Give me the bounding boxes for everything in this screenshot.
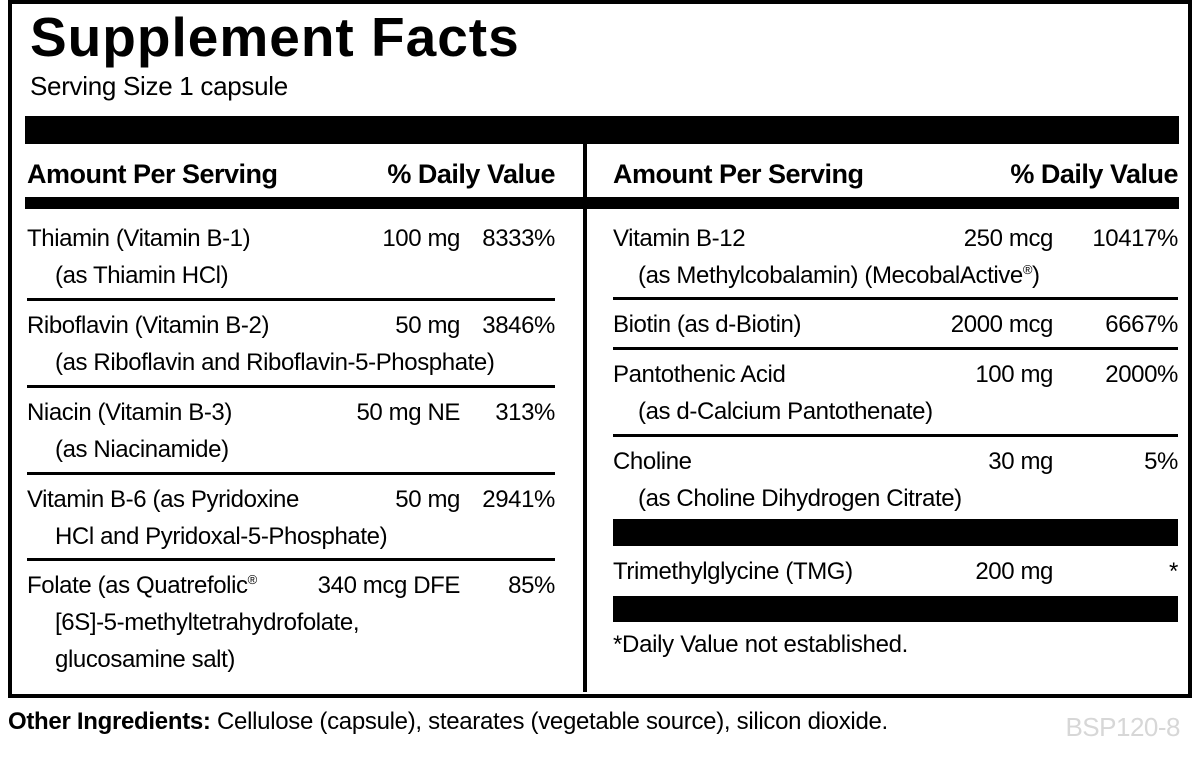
nutrient-dv: 313%	[495, 399, 555, 426]
thick-top-bar	[25, 116, 1179, 144]
supplement-facts-panel: Supplement Facts Serving Size 1 capsule …	[8, 0, 1192, 698]
right-column-header: Amount Per Serving % Daily Value	[613, 144, 1178, 197]
nutrient-row: Vitamin B-6 (as Pyridoxine 50 mg 2941% H…	[27, 475, 555, 561]
nutrient-name: Biotin (as d-Biotin)	[613, 311, 802, 338]
serving-size: Serving Size 1 capsule	[30, 71, 288, 101]
nutrient-dv: 10417%	[1092, 225, 1178, 252]
nutrient-amount: 200 mg	[975, 558, 1053, 585]
nutrient-name: Folate (as Quatrefolic®	[27, 572, 258, 599]
nutrient-amount: 30 mg	[988, 448, 1053, 475]
nutrient-row: Trimethylglycine (TMG) 200 mg *	[613, 546, 1178, 596]
left-column-header: Amount Per Serving % Daily Value	[27, 144, 555, 197]
right-nutrient-column: Vitamin B-12 250 mcg 10417% (as Methylco…	[587, 214, 1188, 692]
nutrient-name: Vitamin B-12	[613, 225, 746, 252]
nutrient-dv: 6667%	[1105, 311, 1178, 338]
header-dv-label: % Daily Value	[387, 159, 555, 189]
registered-mark: ®	[1022, 262, 1033, 277]
nutrient-name: Pantothenic Acid	[613, 361, 786, 388]
nutrient-dv: 2000%	[1105, 361, 1178, 388]
nutrient-subline: (as Riboflavin and Riboflavin-5-Phosphat…	[55, 349, 495, 376]
nutrient-amount: 2000 mcg	[950, 311, 1054, 338]
nutrient-row: Vitamin B-12 250 mcg 10417% (as Methylco…	[613, 214, 1178, 300]
panel-title: Supplement Facts	[30, 6, 520, 68]
nutrient-name: Vitamin B-6 (as Pyridoxine	[27, 486, 299, 513]
nutrient-subline: [6S]-5-methyltetrahydrofolate,	[55, 609, 360, 636]
daily-value-footnote: *Daily Value not established.	[613, 631, 909, 658]
header-amount-label: Amount Per Serving	[613, 159, 864, 189]
nutrient-amount: 50 mg	[395, 486, 460, 513]
nutrient-name: Thiamin (Vitamin B-1)	[27, 225, 251, 252]
nutrient-name: Riboflavin (Vitamin B-2)	[27, 312, 270, 339]
left-nutrient-column: Thiamin (Vitamin B-1) 100 mg 8333% (as T…	[12, 214, 583, 692]
product-code: BSP120-8	[1065, 712, 1180, 742]
nutrient-dv: 85%	[508, 572, 555, 599]
nutrient-amount: 100 mg	[975, 361, 1053, 388]
nutrient-dv: 2941%	[482, 486, 555, 513]
nutrient-subline: (as Niacinamide)	[55, 436, 229, 463]
nutrient-subline: HCl and Pyridoxal-5-Phosphate)	[55, 523, 388, 550]
nutrient-row: Pantothenic Acid 100 mg 2000% (as d-Calc…	[613, 350, 1178, 437]
nutrient-row: Biotin (as d-Biotin) 2000 mcg 6667%	[613, 300, 1178, 350]
nutrient-name: Trimethylglycine (TMG)	[613, 558, 853, 585]
nutrient-name: Choline	[613, 448, 692, 475]
nutrient-amount: 250 mcg	[963, 225, 1054, 252]
nutrient-row: Niacin (Vitamin B-3) 50 mg NE 313% (as N…	[27, 388, 555, 475]
nutrient-row: Folate (as Quatrefolic® 340 mcg DFE 85% …	[27, 561, 555, 692]
nutrient-row: Riboflavin (Vitamin B-2) 50 mg 3846% (as…	[27, 301, 555, 388]
nutrient-subline: glucosamine salt)	[55, 646, 235, 673]
nutrient-dv: 5%	[1144, 448, 1178, 475]
nutrient-amount: 50 mg NE	[356, 399, 460, 426]
other-ingredients-text: Cellulose (capsule), stearates (vegetabl…	[217, 708, 888, 735]
registered-mark: ®	[247, 572, 258, 587]
header-amount-label: Amount Per Serving	[27, 159, 278, 189]
nutrient-row: Thiamin (Vitamin B-1) 100 mg 8333% (as T…	[27, 214, 555, 301]
nutrient-amount: 100 mg	[382, 225, 460, 252]
nutrient-subline: (as Thiamin HCl)	[55, 262, 229, 289]
nutrient-subline: (as d-Calcium Pantothenate)	[638, 398, 933, 425]
other-ingredients-label: Other Ingredients:	[8, 708, 211, 735]
nutrient-subline: (as Choline Dihydrogen Citrate)	[638, 485, 962, 512]
nutrient-dv: *	[1169, 558, 1178, 585]
nutrient-dv: 3846%	[482, 312, 555, 339]
nutrient-amount: 340 mcg DFE	[317, 572, 461, 599]
section-bar	[613, 596, 1178, 622]
nutrient-row: Choline 30 mg 5% (as Choline Dihydrogen …	[613, 437, 1178, 519]
nutrient-name: Niacin (Vitamin B-3)	[27, 399, 232, 426]
other-ingredients: Other Ingredients: Cellulose (capsule), …	[8, 706, 1088, 738]
header-dv-label: % Daily Value	[1010, 159, 1178, 189]
nutrient-subline: (as Methylcobalamin) (MecobalActive®)	[638, 262, 1040, 289]
header-rule-bar	[25, 197, 1179, 209]
nutrient-dv: 8333%	[482, 225, 555, 252]
nutrient-amount: 50 mg	[395, 312, 460, 339]
column-divider	[583, 144, 587, 692]
section-bar	[613, 519, 1178, 546]
